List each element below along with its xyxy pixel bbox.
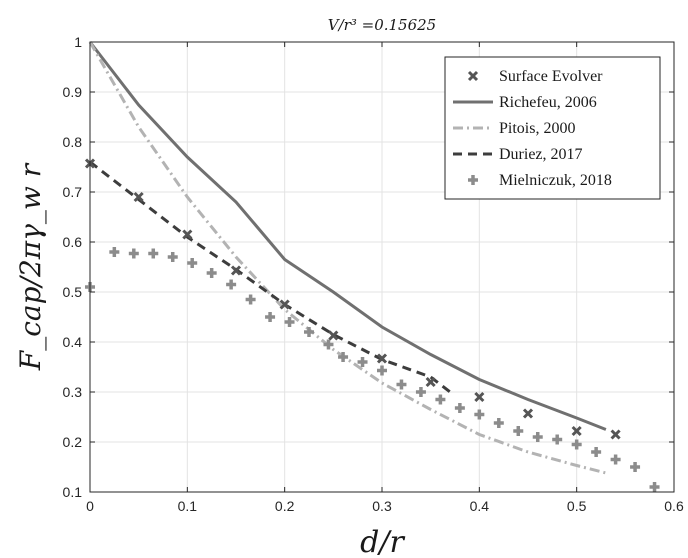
x-tick-label: 0.6	[664, 498, 684, 514]
plus-marker	[552, 434, 563, 445]
y-tick-label: 0.7	[63, 184, 83, 200]
y-tick-label: 0.6	[63, 234, 83, 250]
x-marker	[571, 425, 582, 437]
plus-marker	[591, 447, 602, 457]
plus-marker	[571, 439, 582, 450]
y-tick-label: 0.9	[63, 84, 83, 100]
x-marker	[522, 408, 534, 419]
series-surface-evolver	[84, 158, 621, 440]
x-tick-label: 0.2	[275, 498, 295, 514]
x-marker	[425, 376, 436, 388]
x-marker	[474, 391, 485, 403]
x-marker	[610, 429, 621, 440]
y-tick-label: 0.3	[63, 384, 83, 400]
axis-ticks: 0 0.1 0.2 0.3 0.4 0.5 0.60.10.20.30.40.50.60.7…	[63, 34, 684, 514]
plus-marker	[610, 454, 621, 465]
x-marker	[279, 299, 290, 310]
series-line	[88, 41, 607, 431]
x-marker	[467, 70, 479, 82]
legend-label: Surface Evolver	[499, 68, 603, 85]
legend-label: Duriez, 2017	[499, 146, 583, 163]
plus-marker	[304, 327, 314, 337]
plus-marker	[630, 462, 641, 472]
plus-marker	[454, 403, 465, 413]
x-tick-label: 0.1	[178, 498, 198, 514]
x-marker	[133, 191, 144, 203]
plus-marker	[206, 268, 217, 278]
y-tick-label: 0.5	[63, 284, 83, 300]
plus-marker	[167, 252, 178, 262]
plus-marker	[338, 352, 349, 362]
plus-marker	[109, 247, 120, 257]
x-marker	[376, 353, 388, 364]
plus-marker	[128, 248, 139, 259]
plus-marker	[377, 365, 387, 376]
y-tick-label: 1	[74, 34, 82, 50]
plus-marker	[415, 387, 426, 397]
plus-marker	[435, 394, 446, 405]
x-tick-label: 0	[86, 498, 94, 514]
legend-entry: Surface Evolver	[467, 68, 603, 85]
plus-marker	[493, 418, 504, 428]
y-tick-label: 0.4	[63, 334, 83, 350]
x-tick-label: 0.4	[470, 498, 490, 514]
series-pitois-2000	[88, 41, 607, 475]
plus-marker	[532, 432, 543, 442]
legend-label: Pitois, 2000	[499, 120, 575, 137]
plus-marker	[323, 339, 334, 350]
plus-marker	[245, 294, 256, 305]
legend-entry: Richefeu, 2006	[453, 94, 597, 111]
y-tick-label: 0.1	[63, 484, 83, 500]
legend-entry: Pitois, 2000	[453, 120, 575, 137]
legend-entry: Duriez, 2017	[453, 146, 583, 163]
plus-marker	[265, 312, 276, 322]
plus-marker	[187, 258, 198, 268]
x-axis-label: d/r	[360, 525, 405, 558]
x-marker	[182, 229, 193, 240]
x-marker	[328, 330, 339, 341]
plus-marker	[148, 248, 159, 259]
series-duriez-2017	[89, 160, 452, 394]
y-tick-label: 0.2	[63, 434, 83, 450]
series-line	[88, 41, 607, 475]
plus-marker	[226, 279, 237, 290]
chart-title: V/r³ =0.15625	[328, 16, 436, 34]
x-tick-label: 0.3	[372, 498, 392, 514]
x-tick-label: 0.5	[567, 498, 587, 514]
plus-marker	[468, 175, 478, 185]
series-richefeu-2006	[88, 41, 607, 431]
plus-marker	[357, 357, 368, 367]
series-mielniczuk-2018	[85, 247, 660, 492]
plot-series	[84, 41, 660, 492]
y-axis-label: F_cap/2πγ_w r	[14, 162, 47, 371]
plus-marker	[513, 426, 524, 436]
legend-label: Mielniczuk, 2018	[499, 172, 612, 189]
plus-marker	[284, 317, 295, 327]
plus-marker	[649, 482, 660, 492]
legend: Surface Evolver Richefeu, 2006 Pitois, 200…	[444, 56, 661, 200]
legend-entry: Mielniczuk, 2018	[468, 172, 612, 189]
legend-label: Richefeu, 2006	[499, 94, 597, 111]
x-marker	[230, 265, 242, 276]
plus-marker	[474, 409, 485, 420]
series-line	[89, 160, 452, 394]
plus-marker	[396, 379, 407, 390]
y-tick-label: 0.8	[63, 134, 83, 150]
